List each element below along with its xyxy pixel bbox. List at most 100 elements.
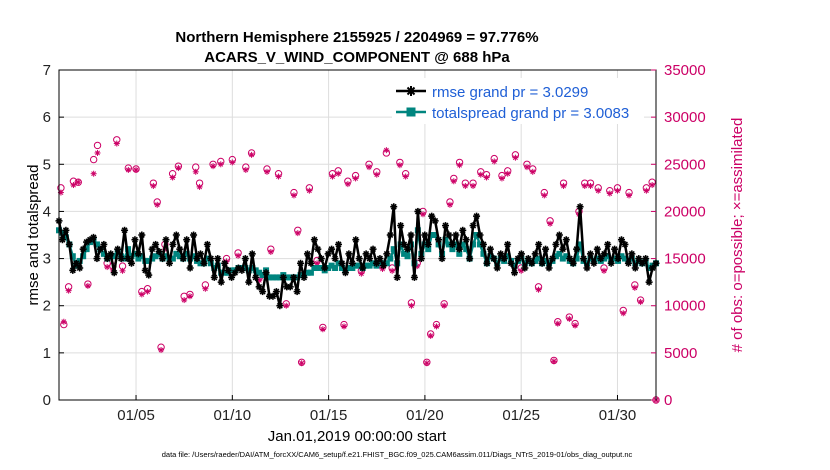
totalspread-point [304,269,311,276]
obs-assimilated-marker [419,211,426,218]
totalspread-point [459,241,466,248]
axes: 0 1 2 3 4 5 6 7 0 5000 10000 15000 20000 25000 30000 35… [43,62,706,424]
rmse-point [397,222,405,230]
totalspread-point [266,274,273,281]
rmse-point [321,264,329,272]
totalspread-point [563,253,570,260]
rmse-point [214,255,222,263]
obs-count-series [57,136,660,404]
totalspread-point [349,265,356,271]
rmse-point [362,250,370,258]
rmse-point [483,259,491,267]
obs-assimilated-marker [144,288,151,295]
obs-assimilated-marker [408,302,415,309]
obs-assimilated-marker [518,267,525,274]
totalspread-point [59,229,66,236]
obs-assimilated-marker [229,159,236,166]
obs-assimilated-marker [456,162,463,169]
totalspread-point [356,262,363,269]
x-tick-label: 01/15 [310,407,348,424]
y-tick-label: 6 [43,109,51,126]
rmse-point [297,259,305,267]
rmse-point [469,222,477,230]
obs-assimilated-marker [581,182,588,189]
obs-assimilated-marker [65,287,72,294]
y-tick-label: 1 [43,345,51,362]
y-axis-right-label: # of obs: o=possible; ×=assimilated [729,118,746,353]
y-tick-label: 0 [43,392,51,409]
totalspread-point [366,262,373,269]
obs-assimilated-marker [631,284,638,291]
rmse-point [607,259,615,267]
rmse-point [107,250,115,258]
y-tick-label: 2 [43,298,51,315]
totalspread-point [401,250,408,257]
rmse-point [555,231,563,239]
rmse-point [100,240,108,248]
totalspread-point [162,253,169,260]
totalspread-point [573,255,580,262]
rmse-point [473,212,481,220]
rmse-point [383,250,391,258]
rmse-point [611,245,619,253]
rmse-point [417,255,425,263]
obs-assimilated-marker [329,173,336,180]
rmse-point [217,278,225,286]
rmse-point [272,288,280,296]
rmse-point [131,236,139,244]
totalspread-point [176,253,183,260]
obs-assimilated-marker [267,248,274,255]
totalspread-point [100,250,107,257]
rmse-point [400,240,408,248]
rmse-point [645,278,653,286]
totalspread-point [249,265,256,271]
rmse-point [279,273,287,281]
chart-title: Northern Hemisphere 2155925 / 2204969 = … [175,29,538,46]
totalspread-point [173,250,180,257]
rmse-point [65,240,73,248]
obs-assimilated-marker [491,158,498,165]
rmse-point [566,255,574,263]
obs-assimilated-marker [319,326,326,333]
rmse-point [583,264,591,272]
totalspread-point [145,257,152,264]
legend-spread-label: totalspread grand pr = 3.0083 [432,105,629,122]
obs-assimilated-marker [210,163,217,170]
obs-assimilated-marker [462,182,469,189]
totalspread-point [363,262,370,269]
rmse-point [127,259,135,267]
obs-possible-marker [74,178,82,186]
totalspread-point [511,262,518,269]
rmse-point [252,273,260,281]
rmse-point [514,255,522,263]
totalspread-point [273,274,280,281]
rmse-point [521,264,529,272]
rmse-point [110,269,118,277]
totalspread-point [307,269,314,276]
obs-assimilated-marker [263,168,270,175]
rmse-point [355,255,363,263]
rmse-point [393,273,401,281]
rmse-point [379,262,387,270]
rmse-point [76,264,84,272]
obs-assimilated-marker [637,298,644,305]
rmse-point [511,269,519,277]
rmse-point [452,231,460,239]
totalspread-point [577,241,584,248]
rmse-point [241,255,249,263]
rmse-point [231,269,239,277]
obs-assimilated-marker [306,187,313,194]
x-tick-label: 01/30 [599,407,637,424]
rmse-point [600,250,608,258]
rmse-point [545,264,553,272]
rmse-point [504,240,512,248]
obs-assimilated-marker [202,285,209,292]
obs-assimilated-marker [643,187,650,194]
obs-assimilated-marker [192,168,199,175]
rmse-point [165,259,173,267]
obs-assimilated-marker [235,252,242,259]
obs-assimilated-marker [470,182,477,189]
rmse-point [376,255,384,263]
obs-assimilated-marker [529,168,536,175]
